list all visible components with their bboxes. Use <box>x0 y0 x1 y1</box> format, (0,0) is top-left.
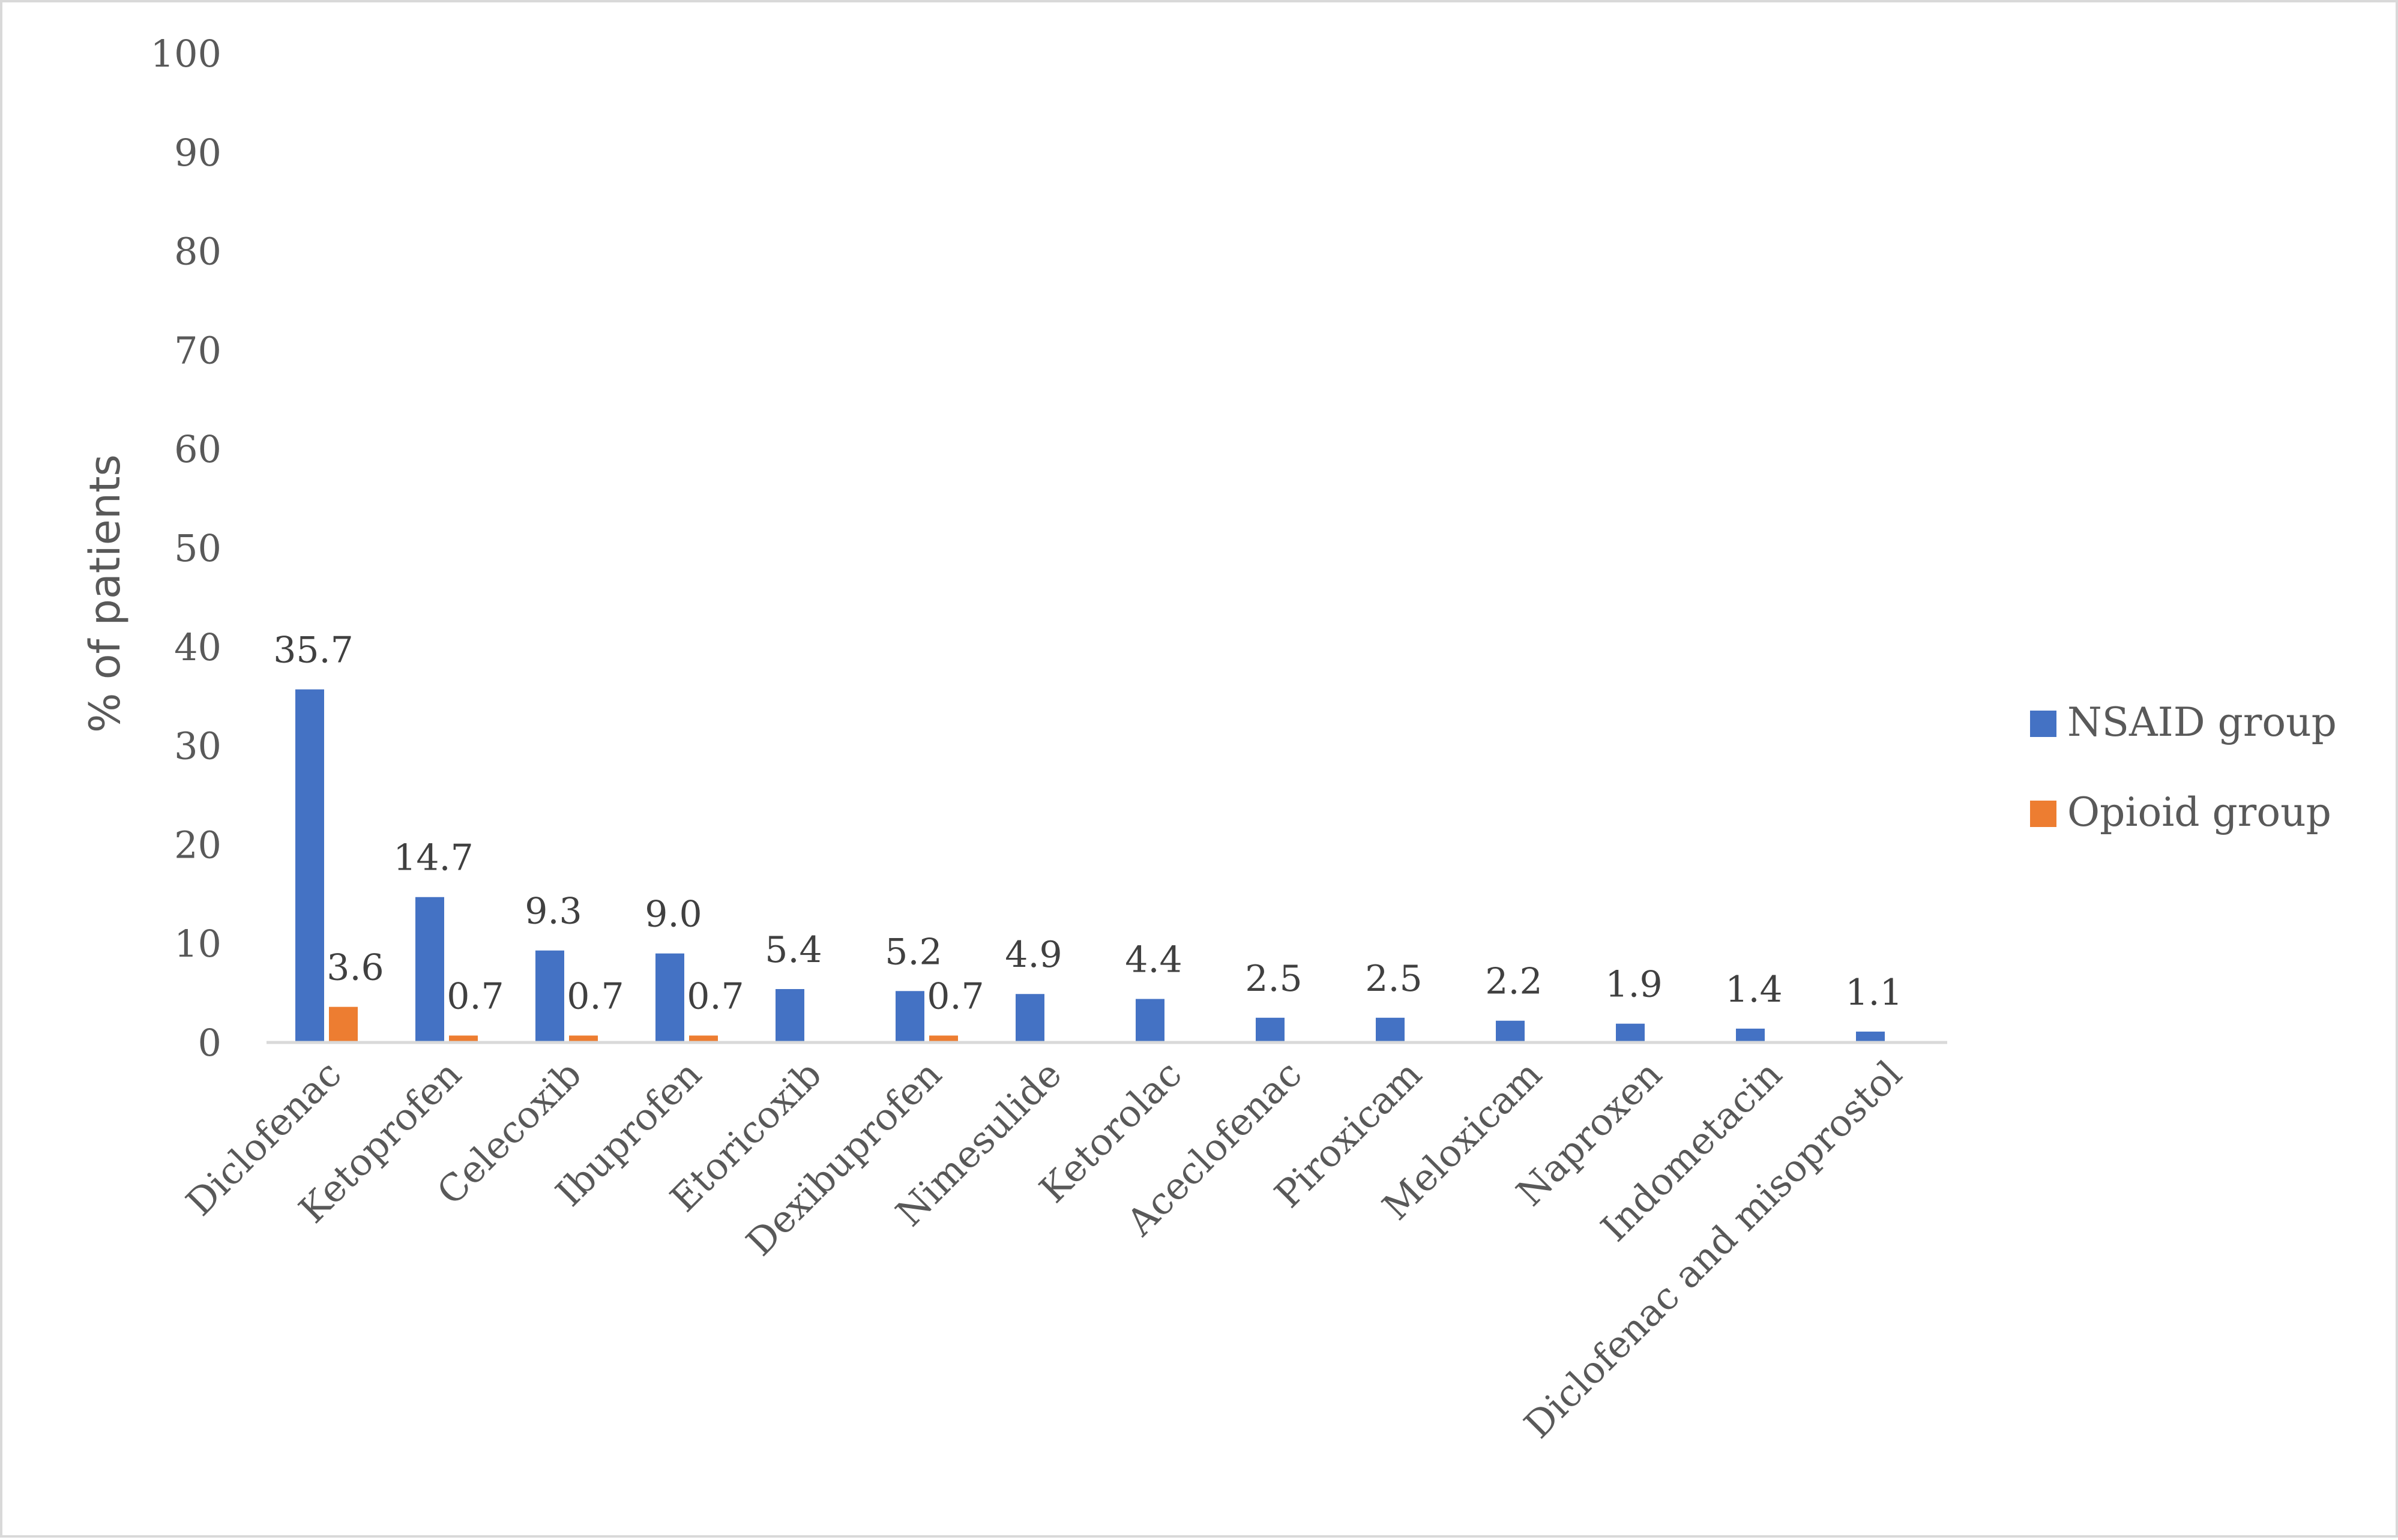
bar-nsaid <box>415 897 444 1042</box>
y-tick-label: 80 <box>174 230 221 274</box>
y-tick-label: 100 <box>151 32 221 76</box>
data-label-nsaid: 9.3 <box>525 891 582 933</box>
bar-nsaid <box>1496 1020 1525 1042</box>
legend-swatch-nsaid <box>2030 711 2056 737</box>
data-label-nsaid: 14.7 <box>393 837 474 879</box>
data-label-opioid: 0.7 <box>567 975 624 1017</box>
bar-nsaid <box>655 953 684 1042</box>
y-tick-label: 50 <box>174 526 221 570</box>
data-label-nsaid: 2.2 <box>1485 961 1542 1003</box>
y-tick-label: 30 <box>174 724 221 768</box>
bar-opioid <box>329 1006 358 1042</box>
data-labels: 35.73.614.70.79.30.79.00.75.4 5.20.74.9 4.… <box>273 630 1903 1018</box>
data-label-nsaid: 5.2 <box>885 931 942 973</box>
y-tick-label: 90 <box>174 131 221 175</box>
y-tick-label: 40 <box>174 625 221 669</box>
bar-nsaid <box>1256 1017 1285 1042</box>
legend-label-opioid: Opioid group <box>2067 789 2331 835</box>
data-label-opioid: 0.7 <box>687 975 744 1017</box>
data-label-nsaid: 1.9 <box>1605 964 1662 1006</box>
bar-opioid <box>689 1035 718 1042</box>
y-tick-label: 70 <box>174 328 221 372</box>
data-label-nsaid: 9.0 <box>645 894 702 936</box>
data-label-opioid: 0.7 <box>927 975 984 1017</box>
data-label-nsaid: 4.9 <box>1005 934 1062 976</box>
legend: NSAID group Opioid group <box>2030 699 2337 835</box>
data-label-nsaid: 2.5 <box>1245 958 1302 1000</box>
bar-nsaid <box>1856 1031 1885 1042</box>
y-tick-label: 0 <box>198 1021 221 1065</box>
bar-nsaid <box>1376 1017 1405 1042</box>
data-label-nsaid: 1.1 <box>1845 972 1902 1014</box>
bar-nsaid <box>896 991 924 1042</box>
legend-label-nsaid: NSAID group <box>2067 699 2337 745</box>
y-axis-ticks: 0 10 20 30 40 50 60 70 80 90 100 <box>151 32 221 1065</box>
data-label-nsaid: 2.5 <box>1365 958 1422 1000</box>
bar-opioid <box>569 1035 598 1042</box>
data-label-nsaid: 35.7 <box>273 630 354 672</box>
bar-nsaid <box>1136 999 1164 1042</box>
bar-nsaid <box>1016 994 1044 1042</box>
legend-swatch-opioid <box>2030 801 2056 827</box>
y-tick-label: 10 <box>174 922 221 966</box>
data-label-opioid: 3.6 <box>327 947 384 989</box>
bar-opioid <box>449 1035 478 1042</box>
bars <box>295 689 1885 1042</box>
bar-nsaid <box>776 989 804 1042</box>
bar-nsaid <box>1736 1028 1765 1042</box>
y-tick-label: 20 <box>174 823 221 867</box>
category-labels: DiclofenacKetoprofenCelecoxibIbuprofenEt… <box>178 1052 1911 1447</box>
data-label-opioid: 0.7 <box>447 975 504 1017</box>
bar-nsaid <box>535 950 564 1042</box>
data-label-nsaid: 1.4 <box>1725 969 1782 1011</box>
bar-opioid <box>929 1035 958 1042</box>
data-label-nsaid: 5.4 <box>765 929 822 971</box>
y-tick-label: 60 <box>174 427 221 471</box>
y-axis-title: % of patients <box>80 454 130 733</box>
bar-nsaid <box>1616 1023 1645 1042</box>
data-label-nsaid: 4.4 <box>1125 939 1182 981</box>
bar-nsaid <box>295 689 324 1042</box>
